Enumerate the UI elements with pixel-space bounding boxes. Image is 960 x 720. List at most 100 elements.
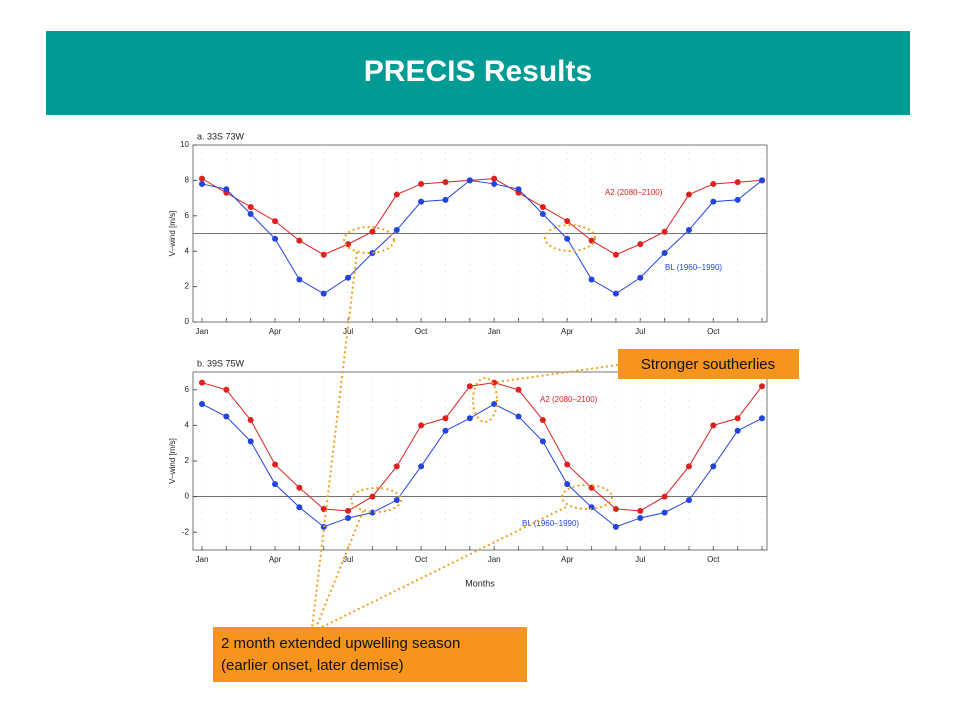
leader bbox=[319, 506, 567, 629]
highlight bbox=[472, 377, 498, 423]
data-point bbox=[612, 290, 619, 297]
series-label: A2 (2080–2100) bbox=[540, 395, 598, 404]
data-point bbox=[418, 198, 425, 205]
y-tick-label: -2 bbox=[182, 527, 190, 536]
data-point bbox=[272, 235, 279, 242]
data-point bbox=[442, 196, 449, 203]
data-point bbox=[637, 514, 644, 521]
data-point bbox=[759, 415, 765, 422]
data-point bbox=[685, 226, 692, 233]
data-point bbox=[637, 241, 644, 248]
x-axis-label: Months bbox=[465, 578, 495, 588]
callout-box bbox=[618, 349, 799, 379]
data-point bbox=[515, 413, 522, 420]
data-point bbox=[296, 504, 303, 511]
y-tick-label: 4 bbox=[185, 421, 190, 430]
callout-text: (earlier onset, later demise) bbox=[221, 657, 404, 674]
data-point bbox=[199, 175, 205, 182]
title-bar bbox=[46, 31, 910, 115]
data-point bbox=[320, 251, 327, 258]
data-point bbox=[247, 211, 254, 218]
data-point bbox=[661, 493, 668, 500]
data-point bbox=[710, 198, 717, 205]
series-line bbox=[201, 178, 763, 256]
plot-frame bbox=[192, 371, 768, 551]
highlight bbox=[343, 226, 395, 254]
x-tick-label: Jul bbox=[635, 327, 645, 336]
data-point bbox=[418, 463, 425, 470]
data-point bbox=[612, 506, 619, 513]
x-tick-label: Jan bbox=[488, 555, 501, 564]
data-point bbox=[685, 191, 692, 198]
data-point bbox=[345, 507, 352, 514]
data-point bbox=[345, 241, 352, 248]
data-point bbox=[345, 274, 352, 281]
leader bbox=[496, 364, 619, 383]
data-point bbox=[320, 290, 327, 297]
data-point bbox=[296, 237, 303, 244]
data-point bbox=[759, 383, 765, 390]
data-point bbox=[759, 177, 765, 184]
data-point bbox=[612, 523, 619, 530]
x-tick-label: Jan bbox=[196, 555, 209, 564]
panel-title: b. 39S 75W bbox=[197, 358, 245, 368]
y-tick-label: 0 bbox=[185, 317, 190, 326]
data-point bbox=[685, 463, 692, 470]
data-point bbox=[661, 249, 668, 256]
x-tick-label: Apr bbox=[561, 327, 574, 336]
data-point bbox=[199, 379, 205, 386]
data-point bbox=[539, 203, 546, 210]
series-line bbox=[201, 179, 763, 295]
y-tick-label: 4 bbox=[185, 246, 190, 255]
data-point bbox=[637, 507, 644, 514]
x-tick-label: Oct bbox=[707, 327, 720, 336]
series-line bbox=[201, 382, 763, 512]
data-point bbox=[418, 180, 425, 187]
x-tick-label: Apr bbox=[269, 327, 282, 336]
data-point bbox=[515, 186, 522, 193]
y-axis-label: V–wind [m/s] bbox=[168, 438, 177, 484]
callout-text: 2 month extended upwelling season bbox=[221, 635, 460, 652]
callout-text: Stronger southerlies bbox=[641, 356, 775, 373]
y-tick-label: 2 bbox=[185, 282, 190, 291]
data-point bbox=[661, 509, 668, 516]
x-tick-label: Jul bbox=[635, 555, 645, 564]
leader bbox=[311, 251, 358, 629]
data-point bbox=[466, 415, 473, 422]
data-point bbox=[734, 427, 741, 434]
data-point bbox=[539, 438, 546, 445]
data-point bbox=[612, 251, 619, 258]
series-label: A2 (2080–2100) bbox=[605, 188, 663, 197]
y-tick-label: 8 bbox=[185, 176, 190, 185]
x-tick-label: Oct bbox=[707, 555, 720, 564]
data-point bbox=[637, 274, 644, 281]
y-tick-label: 6 bbox=[185, 211, 190, 220]
data-point bbox=[734, 179, 741, 186]
data-point bbox=[734, 196, 741, 203]
data-point bbox=[393, 463, 400, 470]
data-point bbox=[272, 481, 279, 488]
data-point bbox=[466, 383, 473, 390]
leader bbox=[315, 510, 364, 629]
data-point bbox=[223, 413, 230, 420]
data-point bbox=[710, 180, 717, 187]
data-point bbox=[442, 427, 449, 434]
data-point bbox=[345, 514, 352, 521]
data-point bbox=[418, 422, 425, 429]
highlight bbox=[544, 224, 596, 252]
data-point bbox=[491, 175, 498, 182]
highlight bbox=[350, 487, 402, 513]
series-label: BL (1960–1990) bbox=[665, 263, 722, 272]
data-point bbox=[199, 180, 205, 187]
data-point bbox=[442, 415, 449, 422]
data-point bbox=[539, 211, 546, 218]
series-line bbox=[201, 403, 763, 528]
data-point bbox=[247, 417, 254, 424]
data-point bbox=[393, 497, 400, 504]
panel-title: a. 33S 73W bbox=[197, 131, 245, 141]
y-tick-label: 2 bbox=[185, 456, 190, 465]
y-tick-label: 10 bbox=[180, 140, 189, 149]
data-point bbox=[272, 218, 279, 225]
data-point bbox=[734, 415, 741, 422]
data-point bbox=[369, 228, 376, 235]
